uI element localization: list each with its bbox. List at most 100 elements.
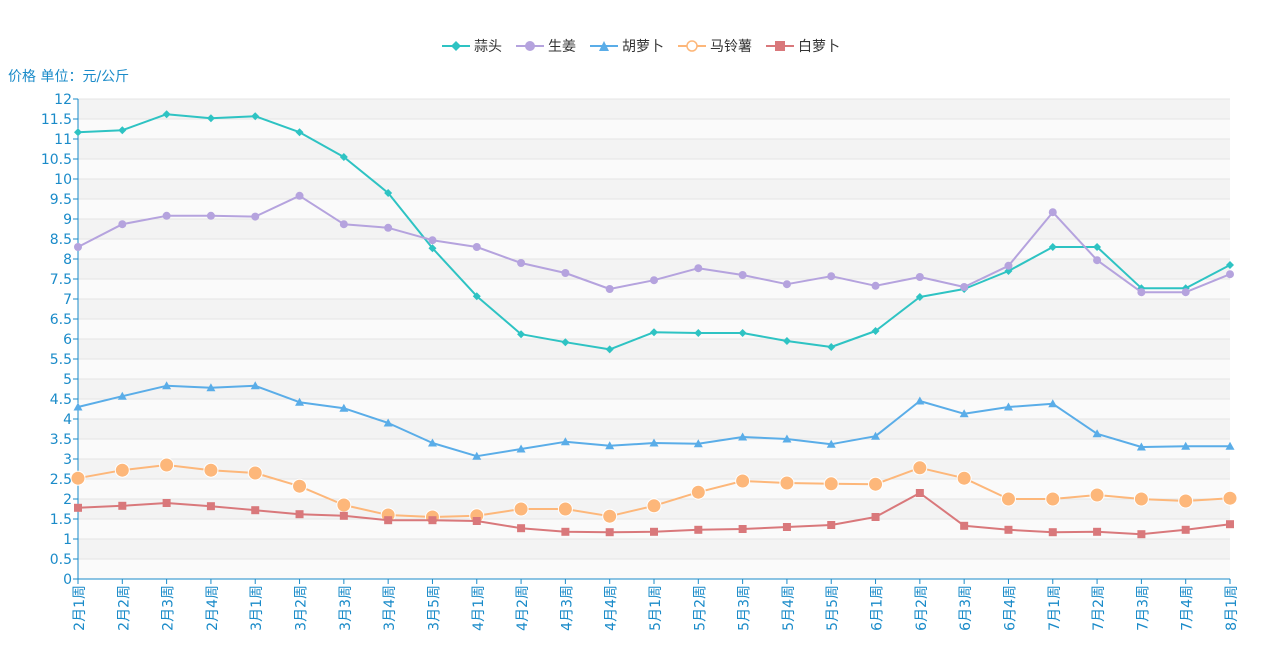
data-point-2-7 xyxy=(383,418,393,427)
x-tick-label: 3月5周 xyxy=(426,585,442,631)
data-point-3-24 xyxy=(1133,491,1149,507)
data-point-4-20 xyxy=(960,521,969,530)
y-tick-label: 8 xyxy=(63,252,72,268)
data-point-0-4 xyxy=(251,112,260,121)
data-point-3-23 xyxy=(1089,487,1105,503)
square-icon xyxy=(766,41,794,51)
grid-band xyxy=(78,299,1230,319)
data-point-1-16 xyxy=(782,280,791,289)
data-point-2-12 xyxy=(605,441,615,450)
x-tick-label: 5月3周 xyxy=(737,585,753,631)
y-tick-label: 10 xyxy=(54,172,72,188)
data-point-4-18 xyxy=(871,513,880,521)
data-point-1-15 xyxy=(738,271,747,279)
x-tick-label: 5月1周 xyxy=(648,585,664,631)
legend-item-potato[interactable]: 马铃薯 xyxy=(678,36,752,56)
data-point-3-22 xyxy=(1045,491,1061,507)
data-point-1-6 xyxy=(339,220,348,229)
data-point-4-15 xyxy=(738,525,747,533)
x-tick-label: 6月1周 xyxy=(870,585,886,631)
data-point-3-18 xyxy=(868,476,884,492)
grid-band xyxy=(78,419,1230,439)
data-point-4-12 xyxy=(605,528,614,537)
y-tick-label: 5.5 xyxy=(50,352,72,368)
x-tick-label: 7月4周 xyxy=(1180,585,1196,631)
data-point-4-6 xyxy=(339,511,348,520)
legend-item-ginger[interactable]: 生姜 xyxy=(516,36,576,56)
data-point-0-3 xyxy=(206,114,215,123)
data-point-1-23 xyxy=(1093,256,1102,265)
data-point-3-19 xyxy=(912,460,928,476)
grid-band xyxy=(78,139,1230,159)
x-tick-label: 7月1周 xyxy=(1047,585,1063,631)
y-tick-label: 4 xyxy=(63,412,72,428)
data-point-3-26 xyxy=(1222,490,1238,506)
triangle-icon xyxy=(590,41,618,51)
data-point-1-24 xyxy=(1137,288,1146,297)
data-point-4-24 xyxy=(1137,530,1146,539)
data-point-0-1 xyxy=(118,126,127,135)
x-tick-label: 6月3周 xyxy=(958,585,974,631)
data-point-2-15 xyxy=(738,432,748,441)
data-point-2-13 xyxy=(649,438,659,447)
data-point-1-20 xyxy=(960,283,969,291)
x-tick-label: 7月2周 xyxy=(1091,585,1107,631)
x-tick-label: 3月4周 xyxy=(382,585,398,631)
data-point-0-15 xyxy=(738,329,747,337)
data-point-3-6 xyxy=(336,497,352,513)
data-point-3-5 xyxy=(292,478,308,494)
y-tick-label: 11.5 xyxy=(41,112,72,128)
data-point-3-1 xyxy=(114,462,130,478)
data-point-1-22 xyxy=(1048,208,1057,217)
y-axis-title: 价格 单位：元/公斤 xyxy=(8,69,130,85)
x-tick-label: 4月3周 xyxy=(559,585,575,631)
data-point-4-1 xyxy=(118,501,127,510)
x-tick-label: 7月3周 xyxy=(1135,585,1151,631)
grid-band xyxy=(78,559,1230,579)
data-point-1-21 xyxy=(1004,261,1013,270)
x-tick-label: 6月2周 xyxy=(914,585,930,631)
data-point-4-7 xyxy=(384,516,393,525)
data-point-3-12 xyxy=(602,508,618,524)
y-tick-label: 10.5 xyxy=(41,152,72,168)
data-point-0-16 xyxy=(782,337,791,345)
y-tick-label: 11 xyxy=(54,132,72,148)
data-point-0-17 xyxy=(827,343,836,351)
data-point-2-24 xyxy=(1136,442,1146,451)
y-tick-label: 7.5 xyxy=(50,272,72,288)
y-tick-label: 1 xyxy=(63,532,72,548)
data-point-2-0 xyxy=(73,402,83,411)
grid-band xyxy=(78,99,1230,119)
data-point-3-0 xyxy=(70,470,86,486)
data-point-2-3 xyxy=(206,383,216,392)
data-point-2-11 xyxy=(560,437,570,446)
data-point-2-9 xyxy=(472,451,482,460)
y-tick-label: 5 xyxy=(63,372,72,388)
grid-band xyxy=(78,399,1230,419)
data-point-0-11 xyxy=(561,338,570,347)
data-point-2-8 xyxy=(427,438,437,447)
legend-label: 生姜 xyxy=(548,39,576,55)
y-tick-label: 7 xyxy=(63,292,72,308)
grid-band xyxy=(78,439,1230,459)
grid-band xyxy=(78,339,1230,359)
data-point-0-8 xyxy=(428,244,437,253)
x-tick-label: 2月1周 xyxy=(72,585,88,631)
legend-item-radish[interactable]: 白萝卜 xyxy=(766,36,840,56)
data-point-0-19 xyxy=(915,293,924,301)
data-point-1-19 xyxy=(915,273,924,281)
y-tick-label: 1.5 xyxy=(50,512,72,528)
data-point-2-5 xyxy=(295,397,305,406)
data-point-0-5 xyxy=(295,128,304,137)
data-point-1-9 xyxy=(472,243,481,251)
legend-item-garlic[interactable]: 蒜头 xyxy=(442,36,502,56)
data-point-4-17 xyxy=(827,521,836,529)
x-tick-label: 5月5周 xyxy=(825,585,841,631)
data-point-4-9 xyxy=(472,517,481,525)
data-point-3-10 xyxy=(513,501,529,517)
data-point-2-21 xyxy=(1003,402,1013,411)
data-point-4-0 xyxy=(74,503,82,512)
grid-band xyxy=(78,199,1230,219)
legend-item-carrot[interactable]: 胡萝卜 xyxy=(590,36,664,56)
